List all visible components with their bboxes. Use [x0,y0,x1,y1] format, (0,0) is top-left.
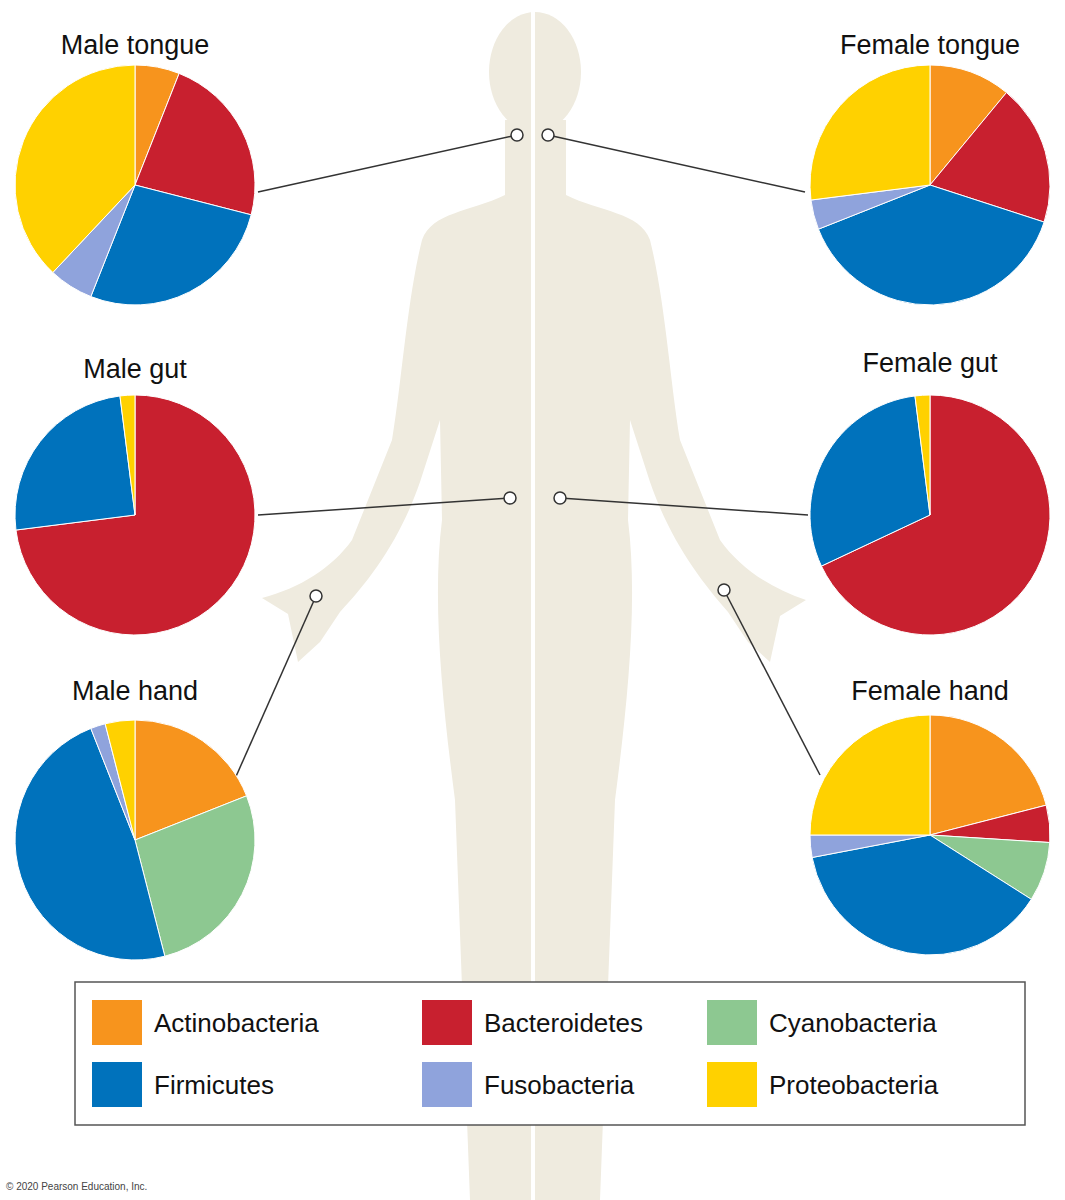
pie-slice [810,65,930,200]
location-dot [542,129,554,141]
pie-slice [810,715,930,835]
pie-slice [810,396,930,566]
pie-slice [120,395,135,515]
pie-slice [915,396,930,515]
location-dot [504,492,516,504]
legend-label: Cyanobacteria [769,1008,937,1038]
legend-label: Proteobacteria [769,1070,939,1100]
legend-swatch [422,1062,472,1107]
pie-slice [915,395,930,515]
legend-swatch [92,1000,142,1045]
pie-title: Male gut [83,354,187,384]
pie-slice [810,835,930,857]
legend-label: Bacteroidetes [484,1008,643,1038]
legend-swatch [422,1000,472,1045]
pie-title: Female gut [862,348,998,378]
leader-line [548,135,805,192]
legend-label: Fusobacteria [484,1070,635,1100]
pie-chart: Female tongue [542,30,1050,305]
pie-slice [15,65,135,272]
leader-line [258,135,517,192]
pie-slice [120,396,135,515]
leader-line [724,590,820,775]
pie-title: Male tongue [61,30,210,60]
location-dot [554,492,566,504]
leader-line [258,498,510,515]
location-dot [718,584,730,596]
pie-title: Female tongue [840,30,1020,60]
location-dot [511,129,523,141]
legend-label: Actinobacteria [154,1008,319,1038]
legend-label: Firmicutes [154,1070,274,1100]
pie-chart: Male gut [15,354,516,635]
pie-slice [812,835,1031,955]
leader-line [230,596,316,790]
pie-slice [15,396,135,530]
pie-title: Male hand [72,676,198,706]
legend-swatch [707,1062,757,1107]
leader-line [560,498,808,515]
pie-chart: Male hand [15,590,322,960]
figure: Male tongue Female tongue Male gut Female g… [0,0,1065,1200]
legend-box [75,982,1025,1125]
pie-slice [15,728,165,960]
pie-title: Female hand [851,676,1009,706]
legend-swatch [92,1062,142,1107]
credit: © 2020 Pearson Education, Inc. [6,1181,147,1192]
location-dot [310,590,322,602]
pie-chart: Female hand [718,584,1050,955]
pie-slice [105,720,135,840]
legend-swatch [707,1000,757,1045]
pie-chart: Female gut [554,348,1050,635]
pie-slice [16,395,255,635]
pie-chart: Male tongue [15,30,523,305]
legend: Actinobacteria Bacteroidetes Cyanobacteria… [75,982,1025,1125]
